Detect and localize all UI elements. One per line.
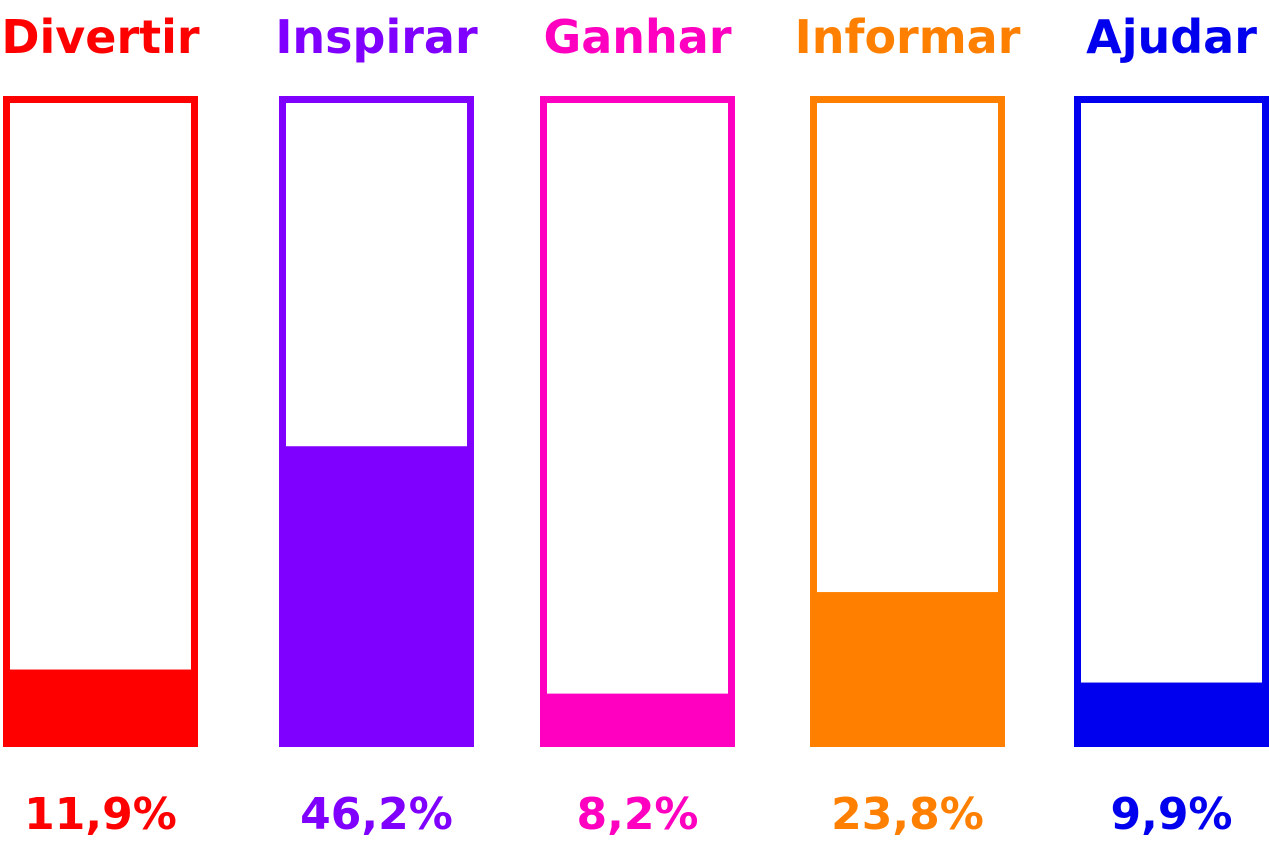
bar-group: Informar 23,8% [795, 10, 1021, 840]
category-label: Informar [795, 10, 1021, 64]
category-label: Divertir [1, 10, 200, 64]
category-label: Ajudar [1086, 10, 1257, 64]
bar-outline [3, 96, 198, 747]
bar-fill [1074, 682, 1269, 747]
bar-group: Inspirar 46,2% [275, 10, 478, 840]
value-label: 11,9% [24, 789, 177, 840]
bar-group: Divertir 11,9% [1, 10, 200, 840]
bar-fill [279, 446, 474, 747]
bar-outline [1074, 96, 1269, 747]
category-label: Ganhar [543, 10, 731, 64]
bar-fill [3, 669, 198, 747]
bar-fill [540, 693, 735, 747]
value-label: 46,2% [300, 789, 453, 840]
bars-layer: Divertir 11,9% Inspirar 46,2% Ganhar 8,2% Info… [1, 10, 1269, 840]
bar-group: Ganhar 8,2% [540, 10, 735, 840]
value-label: 23,8% [831, 789, 984, 840]
value-label: 9,9% [1110, 789, 1232, 840]
bar-outline [540, 96, 735, 747]
value-label: 8,2% [576, 789, 698, 840]
category-label: Inspirar [275, 10, 478, 64]
bar-fill [810, 592, 1005, 747]
bar-group: Ajudar 9,9% [1074, 10, 1269, 840]
